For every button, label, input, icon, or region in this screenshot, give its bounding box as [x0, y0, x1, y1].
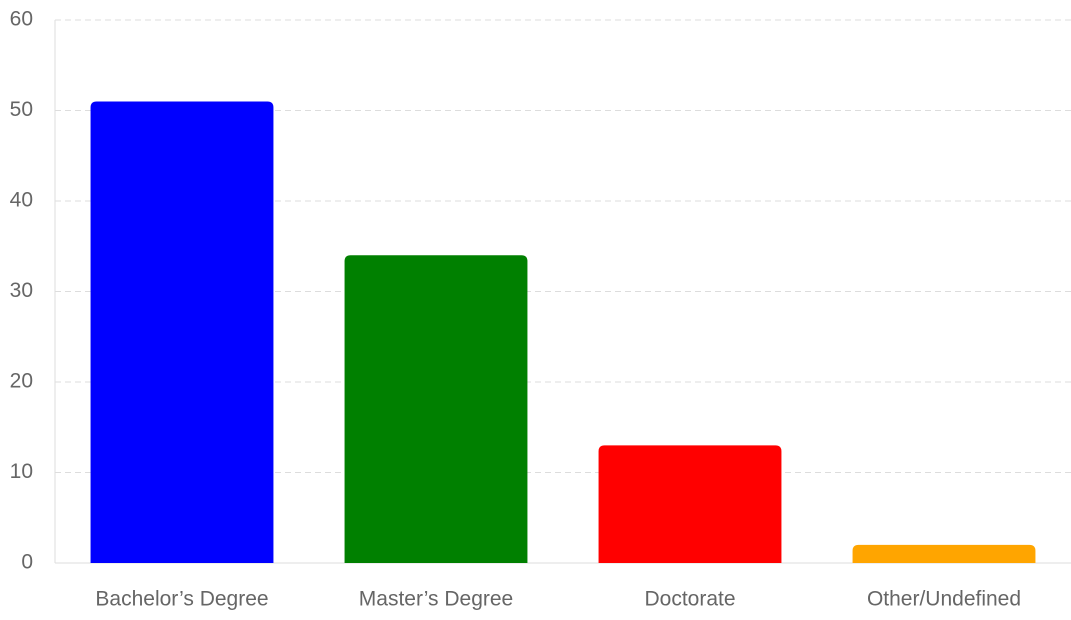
- x-tick-label: Doctorate: [644, 588, 735, 611]
- bar: [90, 101, 274, 563]
- x-tick-label: Other/Undefined: [867, 588, 1021, 611]
- bar: [852, 544, 1036, 563]
- x-tick-label: Bachelor’s Degree: [95, 588, 268, 611]
- y-tick-label: 40: [10, 189, 33, 212]
- x-tick-label: Master’s Degree: [359, 588, 513, 611]
- y-tick-label: 10: [10, 460, 33, 483]
- y-tick-label: 60: [10, 8, 33, 31]
- bar: [344, 255, 528, 564]
- y-tick-label: 30: [10, 279, 33, 302]
- y-tick-label: 20: [10, 370, 33, 393]
- bar: [598, 445, 782, 563]
- y-tick-label: 50: [10, 98, 33, 121]
- y-tick-label: 0: [21, 551, 33, 574]
